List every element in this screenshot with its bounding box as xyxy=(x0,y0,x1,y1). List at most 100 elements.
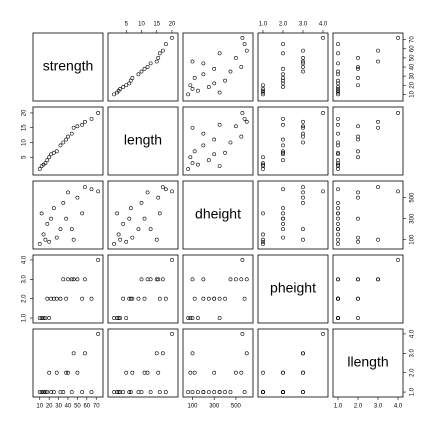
point xyxy=(192,296,197,301)
point xyxy=(160,48,165,53)
point xyxy=(188,316,193,320)
point xyxy=(336,92,340,97)
point xyxy=(376,277,380,282)
point xyxy=(89,390,94,394)
point xyxy=(160,351,165,356)
point xyxy=(112,241,116,246)
point xyxy=(321,189,325,194)
point xyxy=(58,227,63,232)
point xyxy=(206,390,211,394)
point xyxy=(336,116,340,121)
point xyxy=(228,277,233,282)
point xyxy=(139,201,144,205)
point xyxy=(39,316,44,320)
point xyxy=(51,390,56,394)
point xyxy=(139,390,144,394)
point xyxy=(112,316,116,320)
point xyxy=(356,65,360,69)
y-tick-label: 4.0 xyxy=(22,255,28,264)
point xyxy=(261,83,265,88)
point xyxy=(281,206,285,211)
point xyxy=(281,78,285,83)
y-tick-label: 1.0 xyxy=(22,313,28,322)
point xyxy=(148,390,153,394)
point xyxy=(142,216,147,221)
point xyxy=(240,258,245,262)
x-tick-label: 20 xyxy=(169,22,176,28)
point xyxy=(58,143,63,148)
x-tick-label: 2.0 xyxy=(354,404,363,410)
point xyxy=(136,227,141,232)
point xyxy=(281,390,285,394)
point xyxy=(121,296,126,301)
point xyxy=(163,42,168,47)
point xyxy=(37,316,42,320)
point xyxy=(233,370,238,375)
point xyxy=(121,390,126,394)
point xyxy=(145,190,150,195)
point xyxy=(281,72,285,77)
x-tick-label: 70 xyxy=(93,404,100,410)
point xyxy=(139,277,144,282)
point xyxy=(281,85,285,89)
point xyxy=(261,239,265,244)
point xyxy=(217,122,222,127)
point xyxy=(83,351,87,356)
point xyxy=(75,277,80,282)
point xyxy=(223,78,227,83)
point xyxy=(356,134,360,139)
point xyxy=(124,370,129,375)
x-tick-label: 3.0 xyxy=(374,404,383,410)
point xyxy=(223,390,227,394)
point xyxy=(64,296,69,301)
point xyxy=(261,88,265,93)
panel xyxy=(257,180,329,250)
point xyxy=(145,277,150,282)
point xyxy=(261,211,265,216)
panel xyxy=(107,32,179,102)
point xyxy=(71,351,76,356)
panel xyxy=(32,32,104,102)
point xyxy=(261,162,265,167)
point xyxy=(89,296,94,301)
point xyxy=(89,187,94,192)
y-tick-label: 10 xyxy=(22,138,28,145)
point xyxy=(190,86,195,91)
point xyxy=(356,296,360,301)
point xyxy=(45,222,50,226)
point xyxy=(228,69,233,74)
panel xyxy=(332,328,404,398)
point xyxy=(356,155,360,160)
point xyxy=(261,232,265,237)
panel xyxy=(257,254,329,324)
point xyxy=(212,66,217,71)
y-tick-label: 40 xyxy=(410,63,416,70)
point xyxy=(376,185,380,190)
point xyxy=(54,149,59,154)
point xyxy=(244,119,249,124)
point xyxy=(321,35,325,40)
point xyxy=(301,61,305,66)
point xyxy=(201,143,206,148)
point xyxy=(321,332,325,336)
point xyxy=(142,370,147,375)
x-tick-label: 40 xyxy=(65,404,72,410)
point xyxy=(240,35,245,40)
point xyxy=(356,55,360,60)
point xyxy=(64,370,69,375)
y-tick-label: 50 xyxy=(410,54,416,61)
point xyxy=(336,222,340,226)
point xyxy=(206,296,211,301)
point xyxy=(41,390,46,394)
point xyxy=(281,370,285,375)
point xyxy=(89,116,94,121)
y-tick-label: 300 xyxy=(410,213,416,224)
point xyxy=(127,216,132,221)
point xyxy=(336,158,340,163)
point xyxy=(196,88,200,93)
panel xyxy=(107,106,179,176)
point xyxy=(128,296,133,301)
panel xyxy=(32,328,104,398)
point xyxy=(301,190,305,195)
y-tick-label: 10 xyxy=(410,90,416,97)
